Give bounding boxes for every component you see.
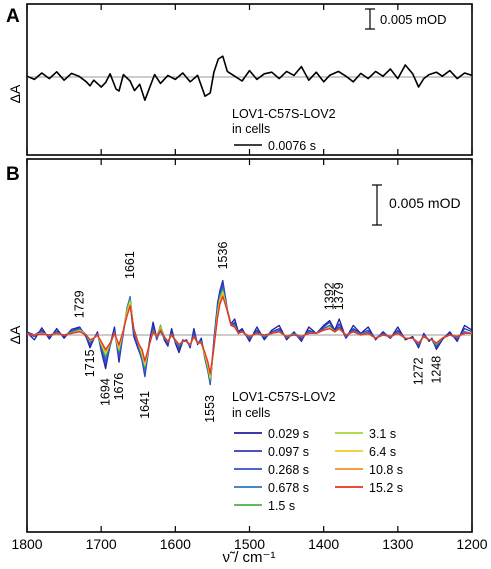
panel-a-scale-label: 0.005 mOD	[380, 12, 446, 27]
panel-b-series-line-8	[26, 295, 472, 375]
panel-b-legend-label-8: 15.2 s	[369, 481, 403, 495]
panel-b-peak-label-1661: 1661	[123, 251, 137, 279]
panel-b-legend-label-1: 0.097 s	[268, 445, 309, 459]
panel-b-peak-label-1248: 1248	[429, 356, 443, 384]
panel-b-peak-label-1715: 1715	[83, 349, 97, 377]
panel-b-peak-label-1379: 1379	[332, 282, 346, 310]
panel-b-peak-label-1536: 1536	[216, 242, 230, 270]
panel-b-scale-label: 0.005 mOD	[389, 195, 461, 211]
panel-b-legend-label-0: 0.029 s	[268, 427, 309, 441]
panel-b-tick-label-1600: 1600	[160, 536, 191, 552]
panel-b-legend-label-4: 1.5 s	[268, 499, 295, 513]
panel-b-legend-label-2: 0.268 s	[268, 463, 309, 477]
panel-a-scale-bar: 0.005 mOD	[365, 8, 446, 30]
panel-b-series	[26, 279, 473, 386]
panel-b-peak-label-1676: 1676	[112, 373, 126, 401]
panel-a-series	[26, 55, 473, 101]
panel-b-letter: B	[6, 164, 20, 185]
panel-b-tick-label-1200: 1200	[456, 536, 487, 552]
panel-b-tick-label-1400: 1400	[308, 536, 339, 552]
panel-a-annotation-line2: in cells	[232, 122, 270, 136]
panel-a-annotation-line1: LOV1-C57S-LOV2	[232, 107, 336, 121]
panel-a-legend-label: 0.0076 s	[268, 139, 316, 153]
panel-b-peak-label-1694: 1694	[99, 378, 113, 406]
panel-b-frame	[26, 158, 473, 533]
panel-b-tick-label-1700: 1700	[86, 536, 117, 552]
panel-b-ylabel: ΔA	[7, 325, 23, 344]
panel-b-legend: 0.029 s 0.097 s 0.268 s 0.678 s 1.5 s 3.1 s 6.…	[234, 427, 403, 513]
panel-b-tick-label-1500: 1500	[234, 536, 265, 552]
panel-a: A ΔA 0.005 mOD LOV1-C57S-LOV2 in cells 0…	[6, 3, 473, 156]
panel-b-peak-label-1392: 1392	[323, 282, 337, 310]
panel-a-ticks	[26, 4, 473, 155]
panel-b-legend-label-5: 3.1 s	[369, 427, 396, 441]
panel-b-peak-label-1641: 1641	[138, 391, 152, 419]
panel-b-peak-label-1272: 1272	[412, 357, 426, 385]
panel-b-scale-bar: 0.005 mOD	[372, 184, 461, 226]
panel-b-xlabel: ν̃ / cm⁻¹	[223, 549, 276, 566]
panel-b-peak-label-1729: 1729	[73, 290, 87, 318]
panel-b-ticks: 1800 1700 1600 1500 1400 1300 1200	[11, 159, 488, 552]
panel-a-series-line	[26, 55, 473, 101]
panel-a-letter: A	[6, 6, 20, 27]
panel-b-annotation-line1: LOV1-C57S-LOV2	[232, 390, 336, 404]
panel-b-peak-label-1553: 1553	[203, 395, 217, 423]
panel-b: B ΔA 0.005 mOD 1800 1700 1600 1500 1400 1300 1…	[6, 158, 488, 566]
panel-b-legend-label-3: 0.678 s	[268, 481, 309, 495]
panel-b-tick-label-1800: 1800	[11, 536, 42, 552]
panel-b-legend-label-6: 6.4 s	[369, 445, 396, 459]
panel-a-ylabel: ΔA	[7, 84, 23, 103]
panel-b-annotation-line2: in cells	[232, 406, 270, 420]
panel-b-legend-label-7: 10.8 s	[369, 463, 403, 477]
panel-b-tick-label-1300: 1300	[382, 536, 413, 552]
